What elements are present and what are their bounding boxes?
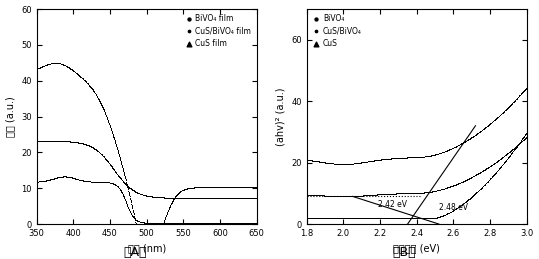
Legend: BiVO₄, CuS/BiVO₄, CuS: BiVO₄, CuS/BiVO₄, CuS (310, 13, 363, 49)
Y-axis label: 强度 (a.u.): 强度 (a.u.) (5, 96, 16, 137)
Y-axis label: (ahv)² (a.u.): (ahv)² (a.u.) (276, 87, 286, 146)
Text: 2.42 eV: 2.42 eV (378, 200, 407, 209)
Text: 2.48 eV: 2.48 eV (439, 203, 468, 212)
X-axis label: 光子能量 (eV): 光子能量 (eV) (393, 243, 440, 254)
Legend: BiVO₄ film, CuS/BiVO₄ film, CuS film: BiVO₄ film, CuS/BiVO₄ film, CuS film (183, 13, 253, 49)
X-axis label: 波长 (nm): 波长 (nm) (128, 243, 166, 254)
Text: （B）: （B） (392, 246, 416, 259)
Text: （A）: （A） (123, 246, 147, 259)
